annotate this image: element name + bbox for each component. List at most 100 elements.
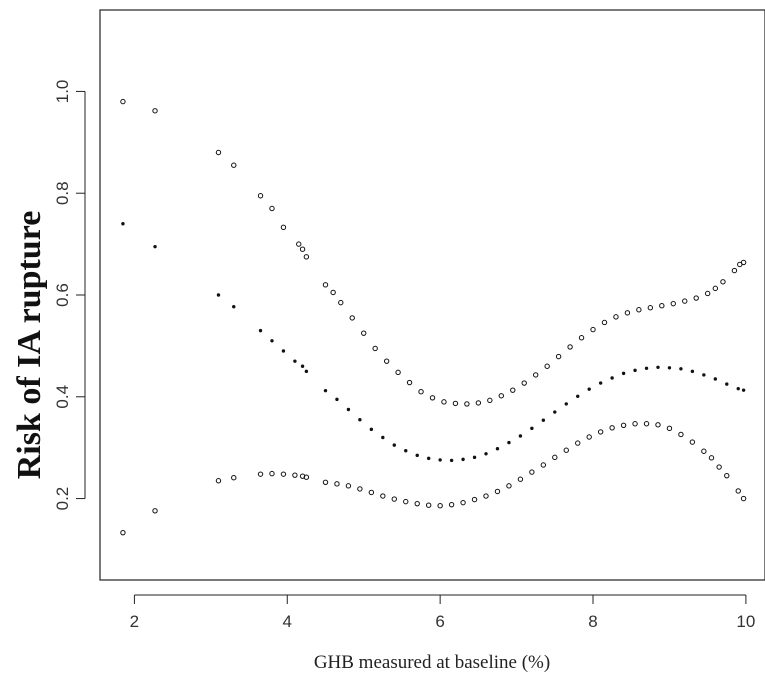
- data-point: [269, 470, 275, 477]
- data-point: [438, 458, 442, 462]
- y-tick-label: 0.4: [53, 385, 72, 409]
- x-tick-label: 4: [283, 612, 292, 631]
- data-point: [303, 474, 310, 480]
- data-point: [231, 162, 237, 168]
- data-point: [120, 529, 126, 536]
- data-point: [567, 344, 573, 350]
- data-point: [258, 328, 263, 333]
- data-point: [609, 425, 615, 431]
- data-point: [323, 388, 328, 393]
- data-point: [716, 464, 722, 470]
- data-point: [395, 369, 401, 376]
- data-point: [257, 471, 264, 477]
- data-point: [576, 394, 580, 398]
- data-point: [540, 462, 547, 468]
- data-point: [257, 193, 264, 199]
- data-point: [720, 279, 726, 285]
- data-point: [678, 431, 684, 438]
- data-point: [392, 443, 396, 447]
- data-point: [507, 440, 511, 445]
- data-point: [725, 382, 729, 386]
- data-point: [578, 335, 585, 341]
- data-point: [334, 481, 340, 487]
- data-point: [231, 475, 237, 481]
- data-point: [300, 364, 305, 368]
- data-point: [506, 483, 512, 489]
- data-point: [724, 472, 730, 479]
- data-point: [587, 387, 591, 391]
- data-point: [644, 366, 649, 370]
- data-point: [368, 489, 375, 496]
- data-point: [656, 365, 660, 369]
- data-point: [667, 366, 672, 370]
- data-point: [403, 498, 409, 505]
- data-point: [414, 500, 420, 507]
- data-point: [689, 439, 696, 445]
- data-point: [349, 315, 355, 321]
- data-point: [380, 493, 386, 499]
- data-point: [659, 302, 665, 309]
- plot-frame: [99, 9, 765, 581]
- data-point: [281, 349, 286, 353]
- data-point: [601, 319, 608, 326]
- data-point: [495, 446, 500, 451]
- data-point: [484, 452, 488, 456]
- data-point: [621, 371, 626, 376]
- data-point: [597, 429, 604, 435]
- data-point: [555, 353, 562, 360]
- data-point: [322, 282, 329, 288]
- data-point: [153, 244, 157, 249]
- data-point: [590, 326, 596, 333]
- data-point: [598, 381, 603, 385]
- data-point: [232, 305, 236, 309]
- data-point: [643, 421, 650, 427]
- data-point: [532, 372, 539, 378]
- data-point: [303, 254, 310, 260]
- data-point: [460, 499, 466, 506]
- data-point: [553, 410, 557, 414]
- x-tick-label: 8: [588, 612, 597, 631]
- data-point: [448, 501, 455, 508]
- data-point: [655, 422, 661, 428]
- x-tick-label: 2: [130, 612, 139, 631]
- y-tick-label: 0.2: [53, 487, 72, 511]
- data-point: [564, 402, 568, 406]
- data-point: [679, 367, 683, 371]
- data-point: [586, 434, 592, 440]
- data-point: [449, 458, 454, 463]
- data-point: [152, 108, 158, 114]
- data-point: [293, 359, 297, 363]
- data-point: [322, 479, 329, 485]
- data-point: [552, 454, 558, 461]
- data-point: [426, 456, 431, 461]
- data-point: [712, 285, 719, 292]
- data-point: [483, 493, 489, 499]
- data-point: [521, 380, 527, 386]
- data-point: [620, 422, 627, 428]
- x-axis-title: GHB measured at baseline (%): [314, 652, 550, 673]
- data-point: [633, 368, 637, 373]
- data-point: [740, 259, 747, 266]
- y-tick-label: 0.6: [53, 283, 72, 307]
- data-point: [708, 455, 715, 461]
- data-point: [736, 386, 740, 391]
- data-point: [487, 397, 493, 404]
- data-point: [216, 293, 221, 297]
- data-point: [437, 502, 443, 509]
- data-point: [740, 495, 747, 502]
- y-axis-title: Risk of IA rupture: [11, 211, 48, 480]
- data-point: [391, 496, 397, 502]
- data-point: [152, 508, 158, 514]
- data-point: [415, 453, 419, 458]
- data-point: [120, 98, 126, 105]
- data-point: [610, 376, 614, 380]
- data-point: [713, 377, 718, 381]
- y-tick-label: 1.0: [53, 80, 72, 104]
- x-tick-label: 10: [736, 612, 755, 631]
- y-tick-label: 0.8: [53, 181, 72, 205]
- data-point: [369, 427, 374, 432]
- data-point: [475, 400, 482, 406]
- data-point: [361, 330, 367, 336]
- data-point: [292, 472, 298, 478]
